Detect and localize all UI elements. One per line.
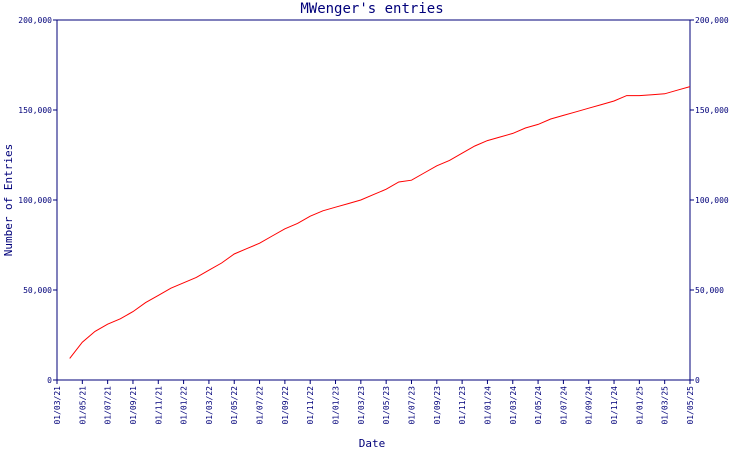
axes: 0 0 50,000 50,000 100,000 100,000 150,000 150,0… [18,16,729,425]
x-tick-label: 01/11/21 [154,386,163,425]
chart-title: MWenger's entries [300,1,443,17]
plot-area [69,86,691,359]
x-tick-label: 01/05/22 [230,386,239,425]
x-tick-label: 01/11/24 [610,386,619,425]
x-tick-label: 01/05/23 [382,386,391,425]
x-tick-label: 01/07/22 [256,386,265,425]
y-tick-label-left: 100,000 [18,196,52,205]
y-tick-label-right: 0 [695,376,700,385]
x-tick-label: 01/05/25 [686,386,695,425]
x-tick-label: 01/03/22 [205,386,214,425]
x-tick-label: 01/01/23 [332,386,341,425]
x-tick-label: 01/03/24 [509,386,518,425]
x-tick-label: 01/09/24 [585,386,594,425]
x-tick-label: 01/07/21 [104,386,113,425]
x-tick-label: 01/09/23 [433,386,442,425]
y-tick-label-left: 200,000 [18,16,52,25]
x-tick-label: 01/01/24 [483,386,492,425]
x-tick-label: 01/01/25 [635,386,644,425]
y-tick-label-right: 100,000 [695,196,729,205]
x-tick-label: 01/09/21 [129,386,138,425]
y-tick-label-left: 150,000 [18,106,52,115]
series-line [69,86,691,359]
x-tick-label: 01/11/23 [458,386,467,425]
x-axis-label: Date [359,437,386,450]
x-tick-label: 01/03/21 [53,386,62,425]
x-tick-label: 01/11/22 [306,386,315,425]
y-axis-label: Number of Entries [2,144,15,257]
x-tick-label: 01/05/21 [78,386,87,425]
x-tick-label: 01/09/22 [281,386,290,425]
x-tick-label: 01/07/24 [559,386,568,425]
y-tick-label-right: 150,000 [695,106,729,115]
y-tick-label-left: 0 [47,376,52,385]
y-tick-label-left: 50,000 [23,286,52,295]
y-tick-label-right: 50,000 [695,286,724,295]
y-tick-label-right: 200,000 [695,16,729,25]
x-tick-label: 01/01/22 [180,386,189,425]
x-tick-label: 01/05/24 [534,386,543,425]
x-tick-label: 01/03/23 [357,386,366,425]
x-tick-label: 01/07/23 [407,386,416,425]
x-tick-label: 01/03/25 [661,386,670,425]
